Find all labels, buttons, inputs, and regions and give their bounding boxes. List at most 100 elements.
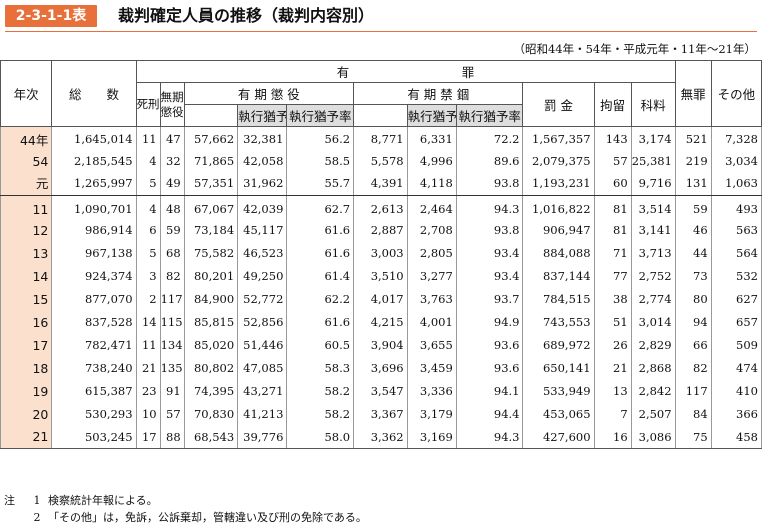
row-choueki: 80,201	[183, 264, 239, 288]
row-kinko-rate: 93.6	[455, 356, 524, 380]
col-choueki-suspended: 執行猶予	[237, 104, 288, 127]
col-karyo: 科料	[630, 82, 676, 127]
row-choueki-rate: 61.6	[286, 241, 355, 265]
row-death: 11	[135, 126, 161, 150]
row-fine: 884,088	[522, 241, 595, 265]
row-choueki: 57,662	[183, 126, 239, 150]
col-kinko: 有 期 禁 錮	[353, 82, 524, 105]
row-life: 68	[159, 241, 185, 265]
row-choueki-suspended: 52,856	[237, 310, 288, 334]
row-life: 48	[159, 195, 185, 219]
table-row: 17 782,471 11 134 85,020 51,446 60.5 3,904 3,655…	[0, 333, 762, 357]
table-row: 18 738,240 21 135 80,802 47,085 58.3 3,696 3,459…	[0, 356, 762, 380]
row-kinko-suspended: 2,464	[406, 195, 457, 219]
row-choueki: 85,020	[183, 333, 239, 357]
row-choueki-suspended: 39,776	[237, 425, 288, 449]
table-row: 12 986,914 6 59 73,184 45,117 61.6 2,887 2,708 93…	[0, 218, 762, 242]
row-life: 117	[159, 287, 185, 311]
row-karyo: 3,014	[630, 310, 676, 334]
row-other: 563	[710, 218, 762, 242]
row-kinko-rate: 94.9	[455, 310, 524, 334]
row-choueki-suspended: 42,058	[237, 149, 288, 173]
table-row: 14 924,374 3 82 80,201 49,250 61.4 3,510 3,277 93…	[0, 264, 762, 288]
col-choueki: 有 期 懲 役	[183, 82, 355, 105]
row-kouryu: 21	[593, 356, 632, 380]
row-other: 509	[710, 333, 762, 357]
row-other: 7,328	[710, 126, 762, 150]
row-choueki-rate: 58.5	[286, 149, 355, 173]
row-death: 3	[135, 264, 161, 288]
row-choueki-suspended: 47,085	[237, 356, 288, 380]
row-choueki-suspended: 31,962	[237, 172, 288, 196]
row-life: 134	[159, 333, 185, 357]
table-row: 15 877,070 2 117 84,900 52,772 62.2 4,017 3,763 9…	[0, 287, 762, 311]
row-kinko-suspended: 4,118	[406, 172, 457, 196]
row-year: 21	[0, 425, 53, 449]
row-total: 1,645,014	[51, 126, 137, 150]
row-fine: 1,567,357	[522, 126, 595, 150]
row-kouryu: 26	[593, 333, 632, 357]
col-kouryu: 拘留	[593, 82, 632, 127]
row-fine: 1,016,822	[522, 195, 595, 219]
row-choueki-rate: 55.7	[286, 172, 355, 196]
row-year: 20	[0, 402, 53, 426]
row-kinko-rate: 94.3	[455, 195, 524, 219]
row-fine: 427,600	[522, 425, 595, 449]
row-death: 6	[135, 218, 161, 242]
row-muzai: 521	[674, 126, 712, 150]
row-kouryu: 7	[593, 402, 632, 426]
row-kouryu: 38	[593, 287, 632, 311]
footnote-text: 「その他」は，免訴，公訴棄却，管轄違い及び刑の免除である。	[48, 511, 367, 524]
row-other: 458	[710, 425, 762, 449]
row-kinko-suspended: 4,996	[406, 149, 457, 173]
row-fine: 650,141	[522, 356, 595, 380]
footnotes: 注 1 検察統計年報による。 2 「その他」は，免訴，公訴棄却，管轄違い及び刑の免除で…	[4, 492, 367, 526]
row-kouryu: 13	[593, 379, 632, 403]
row-choueki-rate: 62.7	[286, 195, 355, 219]
footnote-1: 注 1 検察統計年報による。	[4, 492, 367, 509]
row-choueki-suspended: 41,213	[237, 402, 288, 426]
col-yuzai: 有 罪	[135, 60, 676, 83]
row-life: 115	[159, 310, 185, 334]
row-kouryu: 57	[593, 149, 632, 173]
row-fine: 533,949	[522, 379, 595, 403]
table-row: 13 967,138 5 68 75,582 46,523 61.6 3,003 2,805 93…	[0, 241, 762, 265]
col-muzai: 無罪	[674, 60, 712, 127]
table-row: 19 615,387 23 91 74,395 43,271 58.2 3,547 3,336 9…	[0, 379, 762, 403]
row-kinko: 2,887	[353, 218, 408, 242]
row-choueki-suspended: 52,772	[237, 287, 288, 311]
row-kinko-suspended: 6,331	[406, 126, 457, 150]
row-other: 532	[710, 264, 762, 288]
row-kinko-rate: 93.7	[455, 287, 524, 311]
period-note: （昭和44年・54年・平成元年・11年～21年）	[513, 42, 756, 56]
row-death: 5	[135, 172, 161, 196]
row-karyo: 9,716	[630, 172, 676, 196]
row-kouryu: 60	[593, 172, 632, 196]
row-muzai: 219	[674, 149, 712, 173]
table-body: 44年 1,645,014 11 47 57,662 32,381 56.2 8,771 6,3…	[0, 126, 762, 449]
row-choueki-rate: 60.5	[286, 333, 355, 357]
row-kouryu: 81	[593, 195, 632, 219]
row-total: 924,374	[51, 264, 137, 288]
row-kinko-rate: 93.6	[455, 333, 524, 357]
footnote-2: 2 「その他」は，免訴，公訴棄却，管轄違い及び刑の免除である。	[4, 509, 367, 526]
row-kinko: 3,367	[353, 402, 408, 426]
row-death: 23	[135, 379, 161, 403]
row-kinko-suspended: 3,169	[406, 425, 457, 449]
row-kinko-suspended: 2,805	[406, 241, 457, 265]
row-other: 657	[710, 310, 762, 334]
row-total: 967,138	[51, 241, 137, 265]
row-karyo: 2,868	[630, 356, 676, 380]
row-kinko: 3,547	[353, 379, 408, 403]
footnote-label: 注	[4, 494, 15, 507]
row-choueki-rate: 61.6	[286, 218, 355, 242]
row-kinko-rate: 94.4	[455, 402, 524, 426]
row-karyo: 3,086	[630, 425, 676, 449]
row-kouryu: 16	[593, 425, 632, 449]
row-choueki-rate: 58.2	[286, 379, 355, 403]
row-fine: 453,065	[522, 402, 595, 426]
row-death: 17	[135, 425, 161, 449]
row-karyo: 2,752	[630, 264, 676, 288]
row-kinko: 4,017	[353, 287, 408, 311]
row-life: 49	[159, 172, 185, 196]
